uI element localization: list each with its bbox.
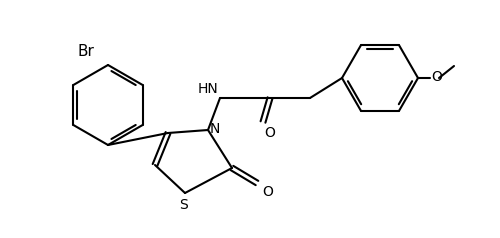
Text: HN: HN [197,82,218,96]
Text: O: O [262,185,273,199]
Text: N: N [210,122,220,136]
Text: Br: Br [77,44,94,59]
Text: S: S [178,198,188,212]
Text: O: O [264,126,275,140]
Text: O: O [431,70,442,84]
